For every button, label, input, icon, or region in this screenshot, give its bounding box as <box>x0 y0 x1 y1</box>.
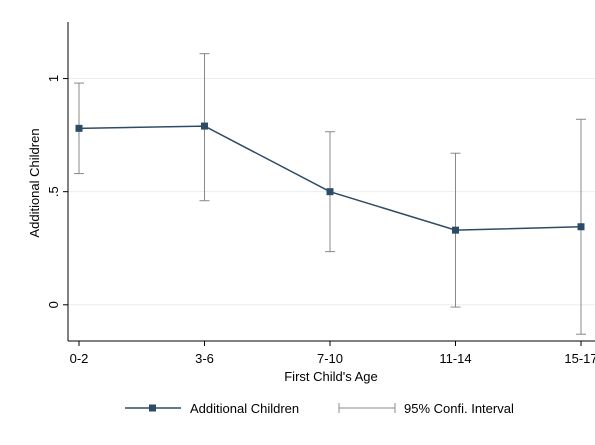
legend-series-marker <box>149 404 156 412</box>
y-tick-label: 0 <box>46 301 61 308</box>
legend-ci-label: 95% Confi. Interval <box>404 401 514 416</box>
x-tick-label: 7-10 <box>317 351 343 366</box>
data-point <box>452 226 459 234</box>
x-tick-label: 0-2 <box>70 351 89 366</box>
x-tick-label: 11-14 <box>439 351 471 366</box>
data-point <box>326 188 334 196</box>
series-markers <box>75 122 585 234</box>
x-tick-label: 3-6 <box>195 351 214 366</box>
y-tick-label: 1 <box>46 75 61 82</box>
x-axis-ticks: 0-2 3-6 7-10 11-14 15-17 <box>70 341 595 366</box>
y-axis-title: Additional Children <box>27 128 42 237</box>
data-point <box>75 124 83 132</box>
x-tick-label: 15-17 <box>564 351 595 366</box>
x-axis-title: First Child's Age <box>284 369 378 384</box>
y-axis-ticks: 0.51 <box>46 75 68 308</box>
legend-series-label: Additional Children <box>190 401 299 416</box>
legend: Additional Children 95% Confi. Interval <box>125 401 514 416</box>
data-point <box>201 122 208 130</box>
y-tick-label: .5 <box>46 186 61 197</box>
data-point <box>577 223 585 231</box>
